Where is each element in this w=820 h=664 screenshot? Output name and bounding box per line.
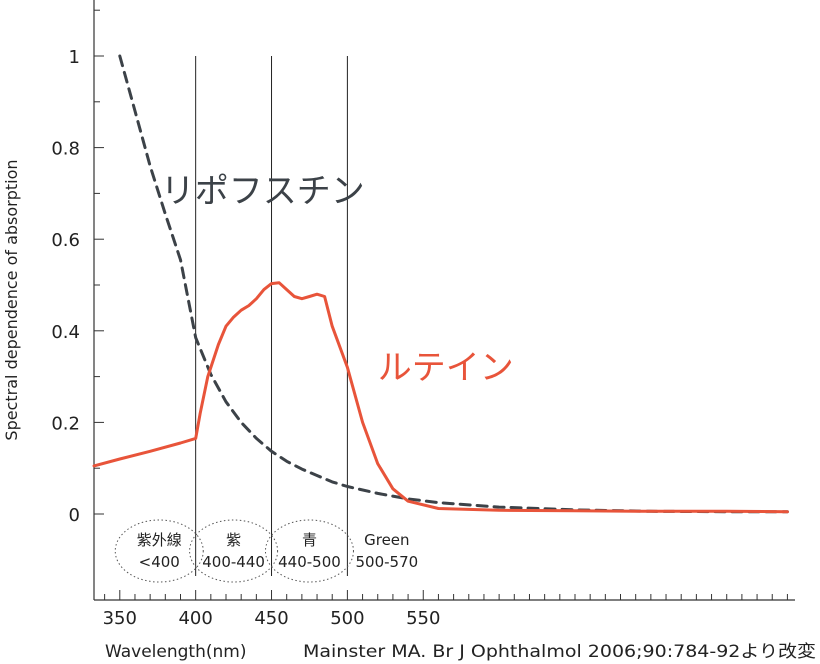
band-label-range-0: <400 — [139, 553, 180, 571]
series-line-1 — [92, 281, 789, 514]
y-tick-label-0.2: 0.2 — [51, 413, 80, 434]
x-tick-label-500: 500 — [330, 608, 364, 629]
series-label-0: リポフスチン — [161, 172, 365, 212]
y-axis-label: Spectral dependence of absorption — [2, 159, 21, 440]
x-tick-label-400: 400 — [178, 608, 212, 629]
series-label-1: ルテイン — [378, 348, 514, 388]
band-ellipse-0 — [114, 519, 204, 583]
band-label-range-2: 440-500 — [278, 553, 341, 571]
series-line-0 — [118, 54, 789, 514]
band-label-range-3: 500-570 — [355, 553, 418, 571]
band-label-range-1: 400-440 — [202, 553, 265, 571]
x-tick-label-350: 350 — [103, 608, 137, 629]
x-ticks: 350 400 450 500 550 — [103, 590, 788, 629]
band-ellipse-1 — [189, 519, 279, 583]
y-tick-label-0.4: 0.4 — [51, 322, 80, 343]
band-label-name-3: Green — [364, 531, 409, 549]
y-tick-label-0.6: 0.6 — [51, 230, 80, 251]
y-tick-label-1: 1 — [69, 47, 80, 68]
x-tick-label-450: 450 — [254, 608, 288, 629]
y-tick-label-0: 0 — [69, 505, 80, 526]
band-boundaries — [195, 56, 348, 576]
band-ellipse-2 — [264, 519, 354, 583]
x-axis-label: Wavelength(nm) — [105, 642, 246, 662]
y-ticks: 0 0.2 0.4 0.6 0.8 1 — [51, 9, 104, 526]
series-lines — [92, 54, 789, 514]
band-label-name-1: 紫 — [226, 531, 241, 549]
source-note: Mainster MA. Br J Ophthalmol 2006;90:784… — [303, 642, 816, 662]
band-label-name-0: 紫外線 — [137, 531, 182, 549]
x-tick-label-550: 550 — [406, 608, 440, 629]
band-label-name-2: 青 — [302, 531, 317, 549]
band-labels: 紫外線 <400 紫 400-440 青 440-500 Green 500-570 — [114, 519, 418, 583]
y-tick-label-0.8: 0.8 — [51, 139, 80, 160]
